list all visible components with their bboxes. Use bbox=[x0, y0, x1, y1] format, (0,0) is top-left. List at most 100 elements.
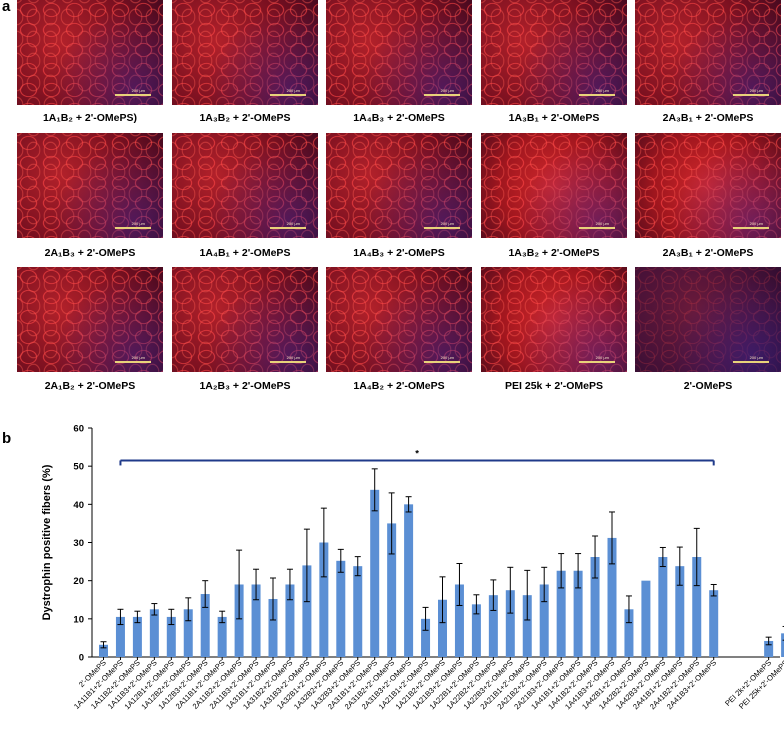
bar bbox=[764, 640, 774, 657]
nuclear-stain-tint bbox=[635, 133, 781, 238]
nuclear-stain-tint bbox=[326, 0, 472, 105]
fiber-texture bbox=[17, 0, 163, 105]
scale-bar-label: 200 μm bbox=[131, 88, 145, 93]
scale-bar-label: 200 μm bbox=[286, 355, 300, 360]
y-tick-label: 40 bbox=[73, 500, 84, 511]
scale-bar-label: 200 μm bbox=[131, 355, 145, 360]
scale-bar-label: 200 μm bbox=[595, 355, 609, 360]
bar bbox=[556, 570, 566, 657]
scale-bar bbox=[270, 227, 306, 229]
scale-bar-label: 200 μm bbox=[749, 88, 763, 93]
fiber-texture bbox=[481, 133, 627, 238]
micrograph-caption: 1A₄B₃ + 2'-OMePS bbox=[353, 112, 445, 124]
bar bbox=[505, 590, 515, 657]
scale-bar bbox=[424, 94, 460, 96]
bar bbox=[471, 604, 481, 657]
nuclear-stain-tint bbox=[635, 0, 781, 105]
nuclear-stain-tint bbox=[326, 133, 472, 238]
micrograph-image: 200 μm bbox=[17, 133, 163, 238]
micrograph-caption: 2A₁B₃ + 2'-OMePS bbox=[44, 247, 136, 259]
micrograph-image: 200 μm bbox=[172, 267, 318, 372]
y-tick-label: 60 bbox=[73, 424, 84, 435]
bar bbox=[132, 616, 142, 657]
micrograph-caption: 1A₃B₂ + 2'-OMePS bbox=[199, 112, 291, 124]
micrograph-caption: 1A₄B₁ + 2'-OMePS bbox=[199, 247, 291, 259]
fiber-texture bbox=[635, 133, 781, 238]
y-tick-label: 50 bbox=[73, 462, 84, 473]
bar bbox=[624, 609, 634, 657]
scale-bar bbox=[733, 361, 769, 363]
scale-bar bbox=[579, 94, 615, 96]
scale-bar bbox=[270, 361, 306, 363]
fiber-texture bbox=[635, 0, 781, 105]
scale-bar bbox=[115, 227, 151, 229]
micrograph-image: 200 μm bbox=[17, 267, 163, 372]
micrograph-caption: PEI 25k + 2'-OMePS bbox=[505, 380, 603, 392]
bar bbox=[488, 595, 498, 657]
nuclear-stain-tint bbox=[172, 133, 318, 238]
fiber-texture bbox=[172, 267, 318, 372]
micrograph-image: 200 μm bbox=[172, 0, 318, 105]
scale-bar bbox=[115, 94, 151, 96]
nuclear-stain-tint bbox=[17, 133, 163, 238]
scale-bar bbox=[579, 361, 615, 363]
bar bbox=[200, 594, 210, 657]
y-tick-label: 20 bbox=[73, 576, 84, 587]
scale-bar-label: 200 μm bbox=[749, 221, 763, 226]
fiber-texture bbox=[326, 133, 472, 238]
y-tick-label: 30 bbox=[73, 538, 84, 549]
micrograph-image: 200 μm bbox=[635, 133, 781, 238]
fiber-texture bbox=[172, 0, 318, 105]
nuclear-stain-tint bbox=[326, 267, 472, 372]
scale-bar-label: 200 μm bbox=[595, 88, 609, 93]
bar bbox=[404, 504, 414, 657]
nuclear-stain-tint bbox=[481, 267, 627, 372]
bar bbox=[370, 489, 380, 657]
micrograph-image: 200 μm bbox=[481, 133, 627, 238]
micrograph-image: 200 μm bbox=[635, 267, 781, 372]
scale-bar-label: 200 μm bbox=[595, 221, 609, 226]
y-axis-label: Dystrophin positive fibers (%) bbox=[41, 464, 53, 620]
fiber-texture bbox=[326, 0, 472, 105]
nuclear-stain-tint bbox=[481, 133, 627, 238]
scale-bar bbox=[424, 227, 460, 229]
bar bbox=[692, 557, 702, 657]
micrograph-caption: 1A₁B₂ + 2'-OMePS) bbox=[42, 112, 138, 124]
scale-bar bbox=[270, 94, 306, 96]
bar bbox=[573, 570, 583, 657]
nuclear-stain-tint bbox=[172, 0, 318, 105]
bar bbox=[675, 566, 685, 657]
bar bbox=[251, 584, 261, 657]
scale-bar bbox=[424, 361, 460, 363]
bar bbox=[709, 590, 719, 657]
bar bbox=[336, 560, 346, 657]
bar bbox=[454, 584, 464, 657]
bar bbox=[234, 584, 244, 657]
micrograph-caption: 2'-OMePS bbox=[683, 380, 733, 392]
micrograph-image: 200 μm bbox=[172, 133, 318, 238]
scale-bar bbox=[579, 227, 615, 229]
scale-bar-label: 200 μm bbox=[131, 221, 145, 226]
bar bbox=[183, 609, 193, 657]
nuclear-stain-tint bbox=[172, 267, 318, 372]
scale-bar-label: 200 μm bbox=[440, 88, 454, 93]
bar bbox=[217, 616, 227, 657]
panel-label-b: b bbox=[2, 430, 12, 447]
bar bbox=[658, 557, 668, 657]
significance-star: * bbox=[415, 448, 419, 459]
scale-bar-label: 200 μm bbox=[749, 355, 763, 360]
bar-chart: 0 10 20 30 40 50 60 Dystrophin positive fibers … bbox=[41, 424, 784, 711]
bar bbox=[166, 616, 176, 657]
bar bbox=[268, 598, 278, 657]
scale-bar-label: 200 μm bbox=[286, 221, 300, 226]
nuclear-stain-tint bbox=[481, 0, 627, 105]
bar bbox=[149, 609, 159, 657]
micrograph-image: 200 μm bbox=[326, 267, 472, 372]
micrograph-image: 200 μm bbox=[17, 0, 163, 105]
y-tick-label: 0 bbox=[79, 653, 84, 664]
micrograph-caption: 2A₃B₁ + 2'-OMePS bbox=[662, 112, 754, 124]
micrograph-caption: 1A₄B₃ + 2'-OMePS bbox=[353, 247, 445, 259]
bar bbox=[115, 616, 125, 657]
panel-label-a: a bbox=[2, 0, 11, 15]
micrograph-image: 200 μm bbox=[326, 133, 472, 238]
